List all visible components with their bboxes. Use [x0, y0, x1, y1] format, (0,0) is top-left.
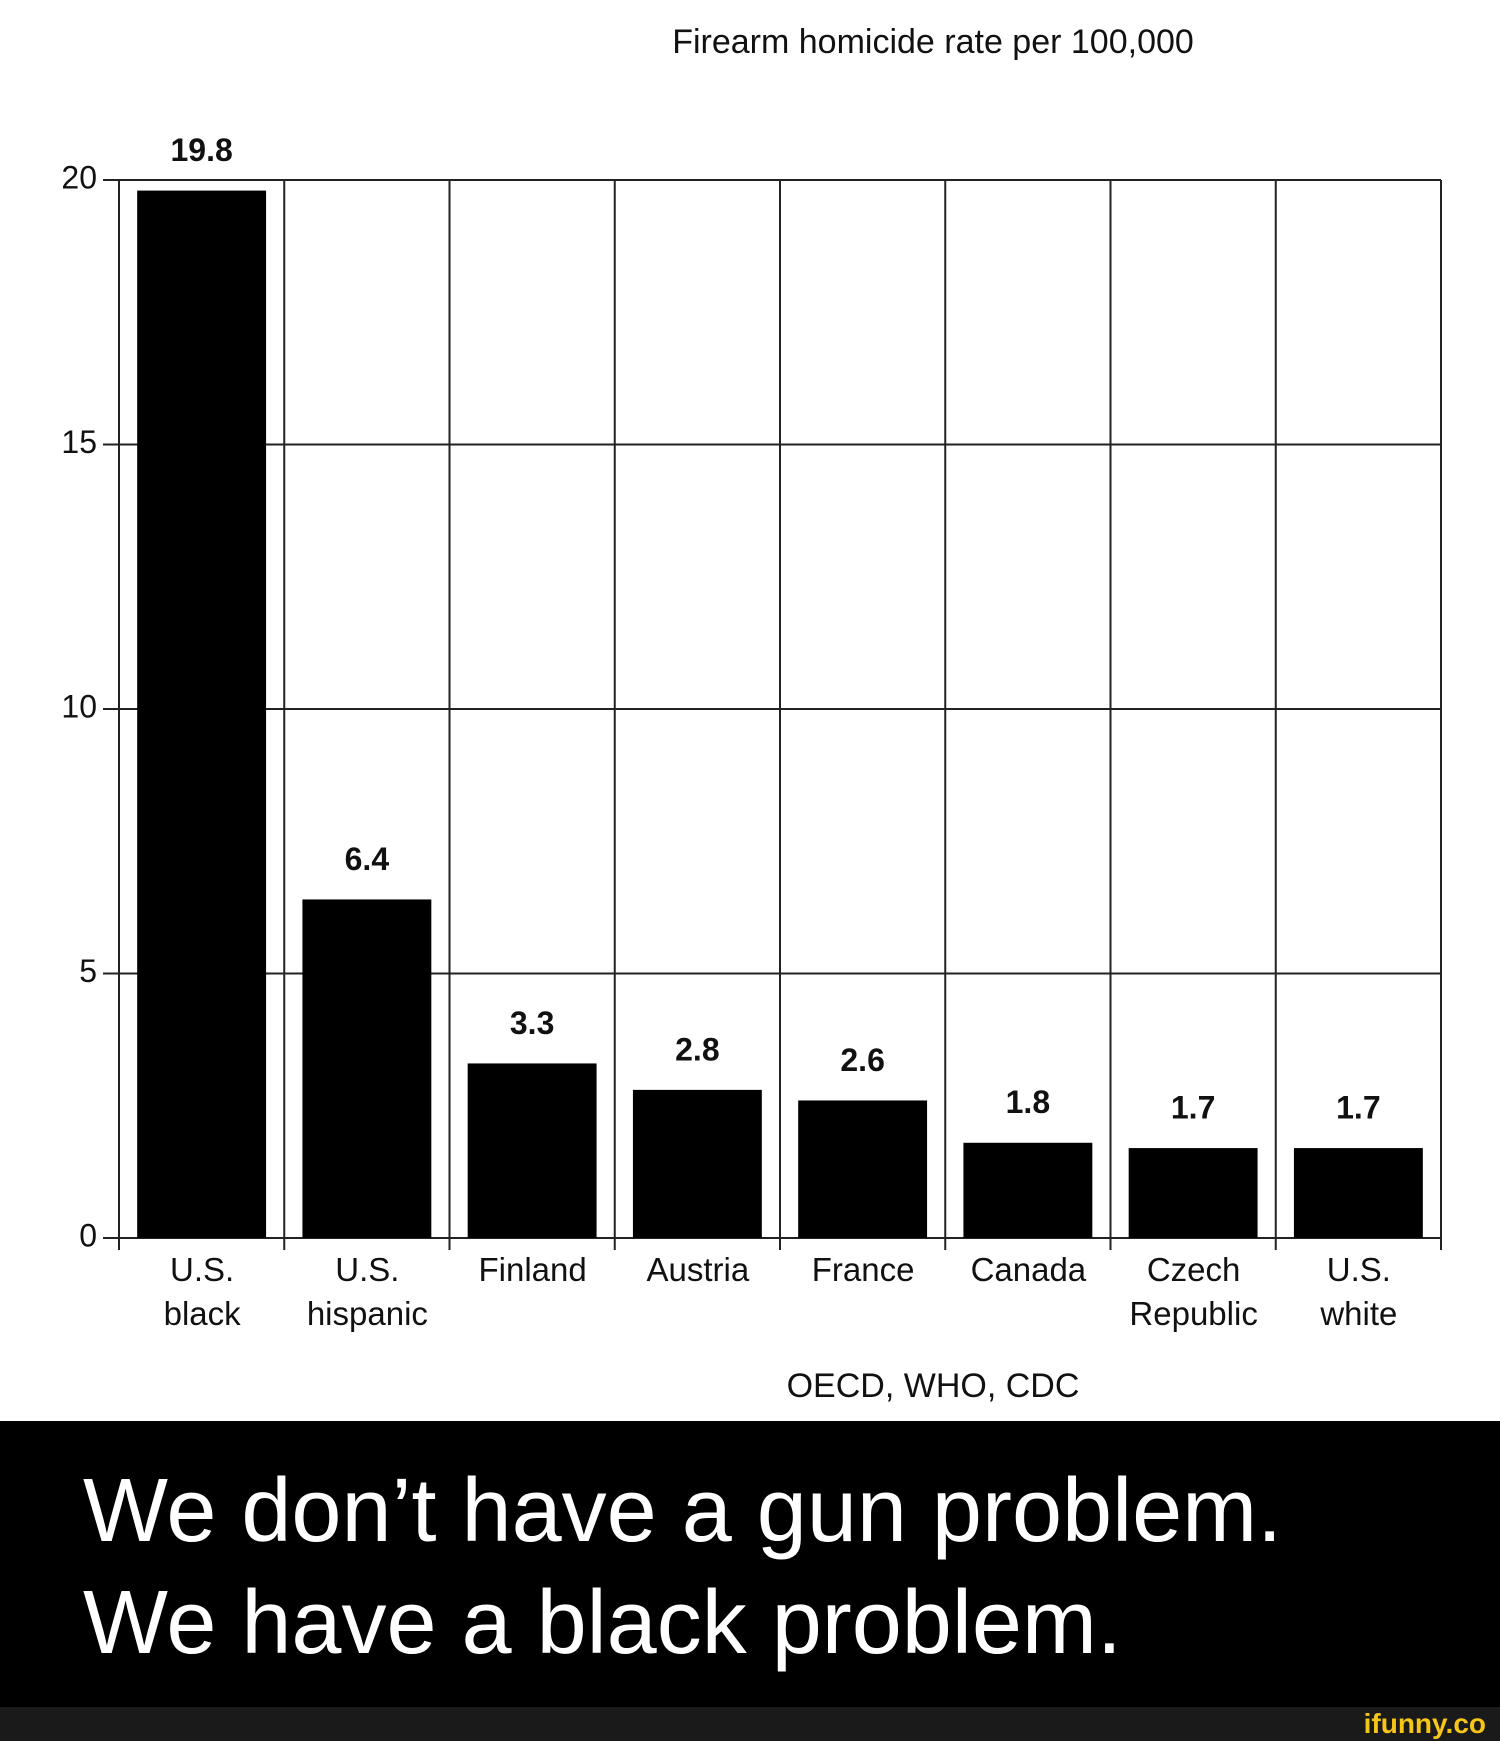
value-label: 1.7	[1336, 1090, 1380, 1126]
bar	[632, 1089, 762, 1238]
caption-banner: We don’t have a gun problem. We have a b…	[0, 1421, 1500, 1707]
y-tick-label: 15	[61, 424, 97, 460]
chart: Firearm homicide rate per 100,000 OECD, …	[61, 23, 1442, 1405]
x-tick-label: Austria	[646, 1251, 750, 1288]
bar	[798, 1100, 928, 1238]
x-tick-label: U.S. hispanic	[306, 1251, 428, 1332]
bar	[302, 899, 432, 1238]
x-tick-label: U.S. white	[1320, 1251, 1398, 1332]
value-label: 1.8	[1006, 1084, 1050, 1120]
value-label: 3.3	[510, 1005, 554, 1041]
watermark: ifunny.co	[1363, 1708, 1486, 1739]
value-label: 6.4	[345, 841, 390, 877]
source: OECD, WHO, CDC	[787, 1367, 1080, 1405]
value-label: 19.8	[170, 132, 232, 168]
chart-title: Firearm homicide rate per 100,000	[672, 23, 1194, 61]
x-tick-label: Canada	[970, 1251, 1087, 1288]
y-tick-label: 20	[61, 159, 97, 195]
y-tick-label: 0	[79, 1217, 97, 1253]
footer: ifunny.co	[0, 1707, 1500, 1741]
value-label: 1.7	[1171, 1090, 1215, 1126]
x-tick-label: France	[811, 1251, 915, 1288]
caption-line: We don’t have a gun problem.	[83, 1461, 1283, 1561]
caption-line: We have a black problem.	[83, 1573, 1122, 1673]
bar	[1293, 1148, 1423, 1238]
x-tick-label: U.S. black	[163, 1251, 241, 1332]
value-label: 2.6	[840, 1042, 884, 1078]
bar	[467, 1063, 597, 1238]
y-tick-label: 10	[61, 688, 97, 724]
x-tick-label: Czech Republic	[1129, 1251, 1258, 1332]
x-tick-label: Finland	[478, 1251, 587, 1288]
value-label: 2.8	[675, 1031, 719, 1067]
bar	[1128, 1148, 1258, 1238]
y-tick-label: 5	[79, 953, 97, 989]
bar	[137, 190, 267, 1239]
bar	[963, 1142, 1093, 1238]
